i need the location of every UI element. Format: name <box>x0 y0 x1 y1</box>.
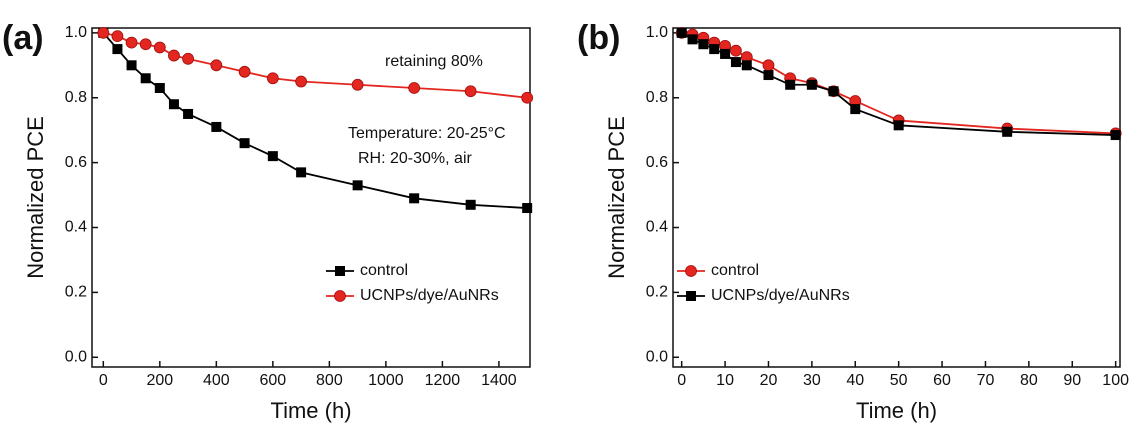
data-point <box>239 138 250 149</box>
legend-label: control <box>360 262 408 279</box>
x-axis-title: Time (h) <box>270 398 351 423</box>
data-point <box>1110 130 1121 141</box>
data-point <box>709 44 720 55</box>
y-tick-label: 0.6 <box>65 154 87 171</box>
y-tick-label: 0.8 <box>646 89 668 106</box>
x-tick-label: 80 <box>1020 372 1038 389</box>
y-axis-title: Normalized PCE <box>604 116 629 279</box>
panel-label: (a) <box>2 19 44 57</box>
data-point <box>97 26 110 39</box>
y-tick-label: 0.0 <box>65 348 87 365</box>
x-tick-label: 1200 <box>425 372 461 389</box>
data-point <box>522 203 533 214</box>
x-tick-label: 90 <box>1063 372 1081 389</box>
x-tick-label: 100 <box>1102 372 1129 389</box>
plot-frame <box>91 27 531 368</box>
data-point <box>698 39 709 50</box>
data-point <box>168 49 180 62</box>
x-tick-label: 10 <box>716 372 734 389</box>
legend-marker <box>335 266 345 276</box>
data-point <box>182 52 194 65</box>
data-point <box>140 73 151 84</box>
data-point <box>126 60 137 71</box>
data-point <box>828 86 839 97</box>
data-point <box>676 27 687 38</box>
data-point <box>296 167 307 178</box>
x-tick-label: 70 <box>977 372 995 389</box>
data-point <box>741 60 752 71</box>
y-tick-label: 0.4 <box>646 219 668 236</box>
legend-label: UCNPs/dye/AuNRs <box>360 287 499 304</box>
y-tick-label: 1.0 <box>646 24 668 41</box>
x-tick-label: 40 <box>846 372 864 389</box>
x-tick-label: 30 <box>803 372 821 389</box>
x-tick-label: 1400 <box>481 372 517 389</box>
y-tick-label: 0.0 <box>646 348 668 365</box>
x-tick-label: 600 <box>260 372 287 389</box>
data-point <box>238 65 251 78</box>
data-point <box>111 30 124 43</box>
legend-marker <box>685 265 697 277</box>
y-tick-label: 1.0 <box>65 24 87 41</box>
data-point <box>785 79 796 90</box>
y-tick-label: 0.4 <box>65 219 87 236</box>
data-point <box>1002 126 1013 137</box>
data-point <box>139 38 152 51</box>
x-tick-label: 800 <box>316 372 343 389</box>
data-point <box>211 121 222 132</box>
data-point <box>806 79 817 90</box>
data-point <box>762 59 775 72</box>
legend-marker <box>686 291 696 301</box>
data-point <box>720 48 731 59</box>
y-axis-title: Normalized PCE <box>23 116 48 279</box>
x-axis-title: Time (h) <box>856 398 937 423</box>
y-tick-label: 0.6 <box>646 154 668 171</box>
x-tick-label: 50 <box>890 372 908 389</box>
data-point <box>266 72 279 85</box>
legend-label: UCNPs/dye/AuNRs <box>711 287 850 304</box>
data-point <box>352 180 363 191</box>
data-point <box>465 199 476 210</box>
x-tick-label: 60 <box>933 372 951 389</box>
y-tick-label: 0.2 <box>65 284 87 301</box>
data-point <box>850 104 861 115</box>
legend-marker <box>334 290 346 302</box>
data-point <box>893 120 904 131</box>
data-point <box>687 34 698 45</box>
data-point <box>409 193 420 204</box>
data-point <box>351 78 364 91</box>
data-point <box>521 91 534 104</box>
plot-frame <box>672 27 1121 368</box>
annotation: RH: 20-30%, air <box>358 150 472 167</box>
data-point <box>730 44 742 57</box>
x-tick-label: 0 <box>677 372 686 389</box>
data-point <box>730 57 741 68</box>
annotation: retaining 80% <box>385 53 483 70</box>
data-point <box>763 70 774 81</box>
x-tick-label: 1000 <box>368 372 404 389</box>
data-point <box>154 83 165 94</box>
x-tick-label: 0 <box>99 372 108 389</box>
data-point <box>183 108 194 119</box>
data-point <box>267 151 278 162</box>
data-point <box>408 82 421 94</box>
data-point <box>464 85 477 98</box>
x-tick-label: 200 <box>146 372 173 389</box>
data-point <box>295 75 308 88</box>
annotation: Temperature: 20-25°C <box>348 125 506 142</box>
data-point <box>125 36 138 49</box>
x-tick-label: 20 <box>760 372 778 389</box>
legend-label: control <box>711 262 759 279</box>
data-point <box>168 99 179 110</box>
data-point <box>112 44 123 55</box>
x-tick-label: 400 <box>203 372 230 389</box>
data-point <box>210 59 223 72</box>
y-tick-label: 0.2 <box>646 284 668 301</box>
data-point <box>153 41 166 54</box>
y-tick-label: 0.8 <box>65 89 87 106</box>
panel-label: (b) <box>577 19 620 57</box>
